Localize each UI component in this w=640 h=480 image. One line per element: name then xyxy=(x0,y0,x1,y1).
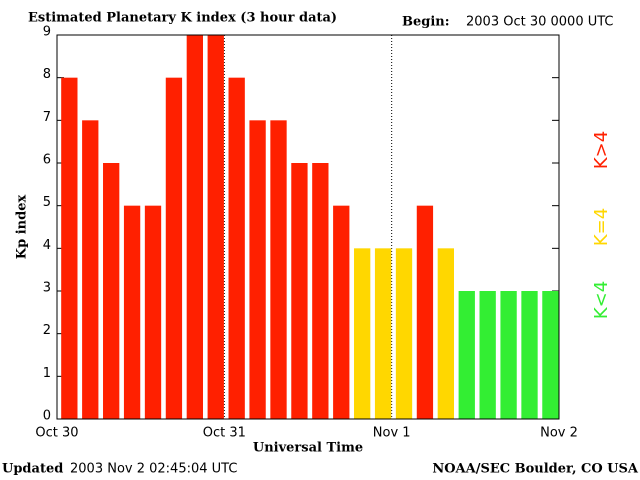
bar xyxy=(458,291,475,419)
y-tick-label: 8 xyxy=(43,67,51,82)
legend-entry: K>4 xyxy=(591,131,612,169)
y-tick-label: 2 xyxy=(43,323,51,338)
bar xyxy=(542,291,559,419)
legend-entry: K=4 xyxy=(591,208,612,246)
bar xyxy=(103,163,120,419)
y-tick-label: 0 xyxy=(43,409,51,424)
chart-title: Estimated Planetary K index (3 hour data… xyxy=(28,11,337,26)
bar xyxy=(165,77,183,420)
bar xyxy=(291,163,308,419)
bar xyxy=(437,248,454,419)
y-tick-label: 7 xyxy=(43,110,51,125)
bar xyxy=(374,248,392,419)
bar xyxy=(521,291,538,419)
begin-value: 2003 Oct 30 0000 UTC xyxy=(466,15,614,30)
begin-label: Begin: xyxy=(402,15,450,30)
bar xyxy=(479,291,496,419)
bar xyxy=(61,77,78,420)
legend-entry: K<4 xyxy=(591,281,612,319)
bar xyxy=(312,163,329,419)
x-axis-label: Universal Time xyxy=(253,441,363,456)
bar xyxy=(186,35,203,419)
bar xyxy=(123,205,141,419)
x-tick-label: Nov 1 xyxy=(373,426,411,441)
bar xyxy=(395,248,413,419)
bar xyxy=(228,77,245,420)
bar xyxy=(354,248,371,419)
y-tick-label: 5 xyxy=(43,195,51,210)
bar xyxy=(82,120,99,419)
bar xyxy=(207,35,224,419)
bar xyxy=(249,120,266,419)
updated-label: Updated xyxy=(2,462,63,477)
y-tick-label: 9 xyxy=(43,25,51,40)
y-axis-label: Kp index xyxy=(15,195,30,260)
y-tick-label: 3 xyxy=(43,281,51,296)
updated-value: 2003 Nov 2 02:45:04 UTC xyxy=(70,462,237,477)
plot-frame xyxy=(56,34,560,420)
credit: NOAA/SEC Boulder, CO USA xyxy=(432,462,639,477)
x-tick-label: Oct 31 xyxy=(203,426,246,441)
y-tick-label: 4 xyxy=(43,238,51,253)
bar xyxy=(500,291,517,419)
x-tick-label: Nov 2 xyxy=(540,426,578,441)
bar xyxy=(270,120,287,419)
y-tick-label: 1 xyxy=(43,366,51,381)
bar xyxy=(144,205,162,419)
bar xyxy=(333,205,350,419)
bar xyxy=(416,205,434,419)
y-tick-label: 6 xyxy=(43,153,51,168)
x-tick-label: Oct 30 xyxy=(35,426,78,441)
